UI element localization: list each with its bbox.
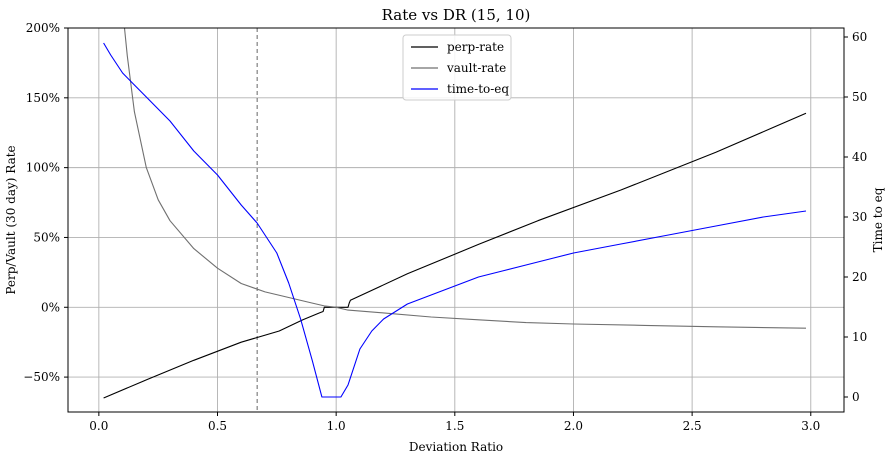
y-axis-label: Perp/Vault (30 day) Rate	[4, 145, 18, 294]
y2-tick-label: 60	[852, 30, 867, 44]
x-tick-label: 3.0	[801, 419, 820, 433]
x-tick-label: 2.0	[564, 419, 583, 433]
legend-label-time-to-eq: time-to-eq	[447, 82, 509, 96]
grid	[68, 27, 844, 412]
plot-frame	[67, 27, 845, 413]
y2-tick-label: 40	[852, 150, 867, 164]
x-tick-label: 1.0	[327, 419, 346, 433]
series-line-vault-rate	[123, 27, 807, 329]
y2-tick-label: 0	[852, 390, 860, 404]
y-tick-label: 0%	[41, 300, 60, 314]
y-tick-label: 100%	[26, 161, 60, 175]
x-axis-label: Deviation Ratio	[409, 440, 503, 454]
x-tick-label: 1.5	[445, 419, 464, 433]
y2-tick-label: 20	[852, 270, 867, 284]
x-tick-label: 0.0	[89, 419, 108, 433]
legend-box	[402, 34, 512, 101]
legend-label-perp-rate: perp-rate	[447, 40, 504, 54]
y-tick-label: 50%	[33, 230, 60, 244]
y-tick-label: −50%	[23, 370, 60, 384]
legend-label-vault-rate: vault-rate	[446, 61, 506, 75]
series-line-time-to-eq	[103, 42, 807, 398]
ticks: 0.0 0.5 1.0 1.5 2.0 2.5 3.0 −50% 0% 50% 100% 150% 20…	[23, 21, 867, 433]
y2-tick-label: 50	[852, 90, 867, 104]
y-tick-label: 200%	[26, 21, 60, 35]
chart-title: Rate vs DR (15, 10)	[382, 6, 531, 24]
y-tick-label: 150%	[26, 91, 60, 105]
y2-axis-label: Time to eq	[871, 187, 885, 252]
y2-tick-label: 30	[852, 210, 867, 224]
series-layer	[103, 27, 807, 399]
x-tick-label: 0.5	[208, 419, 227, 433]
legend: perp-rate vault-rate time-to-eq	[402, 34, 512, 101]
y2-tick-label: 10	[852, 330, 867, 344]
x-tick-label: 2.5	[683, 419, 702, 433]
